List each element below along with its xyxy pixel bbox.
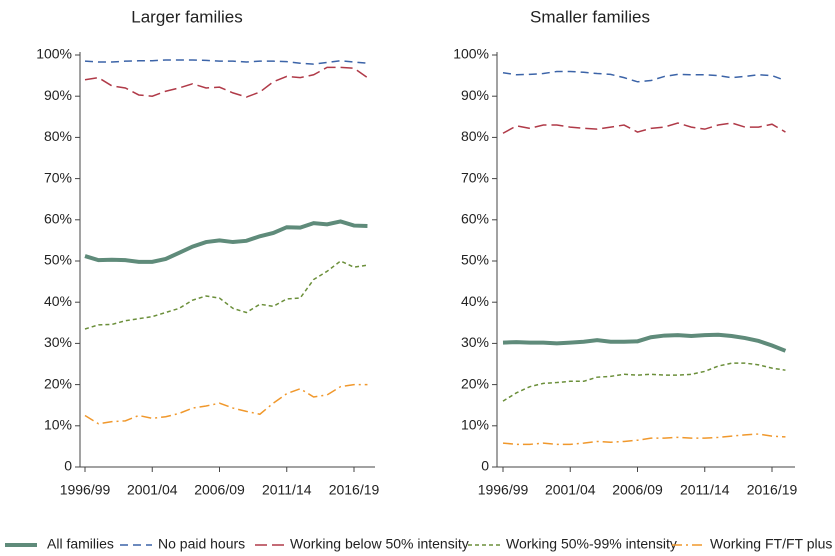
x-tick-label: 2011/14 (262, 482, 312, 498)
y-tick-label: 10% (44, 417, 72, 433)
y-tick-label: 20% (461, 375, 489, 391)
y-tick-label: 10% (461, 417, 489, 433)
series-line (502, 433, 786, 446)
series-line (84, 383, 368, 425)
y-tick-label: 80% (44, 128, 72, 144)
y-tick-label: 70% (461, 169, 489, 185)
y-tick-label: 100% (36, 46, 72, 62)
y-tick-label: 90% (461, 87, 489, 103)
y-tick-label: 0 (481, 458, 489, 474)
x-tick-label: 2001/04 (545, 482, 596, 498)
y-tick-label: 20% (44, 375, 72, 391)
x-tick-label: 2016/19 (329, 482, 380, 498)
series-line (84, 59, 368, 65)
y-tick-label: 80% (461, 128, 489, 144)
y-tick-label: 40% (461, 293, 489, 309)
y-tick-label: 60% (461, 211, 489, 227)
y-tick-label: 50% (461, 252, 489, 268)
series-line (502, 362, 786, 402)
series-line (502, 332, 787, 353)
chart-title: Smaller families (530, 7, 650, 26)
legend-label: All families (47, 536, 114, 552)
y-tick-label: 0 (64, 458, 72, 474)
x-tick-label: 2011/14 (680, 482, 730, 498)
y-tick-label: 30% (44, 334, 72, 350)
series-line (84, 66, 368, 98)
legend-label: Working FT/FT plus (710, 536, 832, 552)
series-line (502, 122, 786, 134)
y-tick-label: 100% (453, 46, 489, 62)
series-line (502, 70, 786, 83)
series-line (84, 219, 368, 264)
x-tick-label: 1996/99 (478, 482, 529, 498)
y-tick-label: 90% (44, 87, 72, 103)
y-tick-label: 40% (44, 293, 72, 309)
x-tick-label: 2006/09 (612, 482, 663, 498)
x-tick-label: 1996/99 (60, 482, 111, 498)
legend-label: Working below 50% intensity (290, 536, 469, 552)
y-tick-label: 70% (44, 169, 72, 185)
x-tick-label: 2001/04 (127, 482, 178, 498)
legend-label: Working 50%-99% intensity (506, 536, 677, 552)
series-line (84, 260, 368, 330)
y-tick-label: 60% (44, 211, 72, 227)
chart-title: Larger families (131, 7, 243, 26)
legend-label: No paid hours (158, 536, 245, 552)
y-tick-label: 30% (461, 334, 489, 350)
y-tick-label: 50% (44, 252, 72, 268)
x-tick-label: 2006/09 (194, 482, 245, 498)
x-tick-label: 2016/19 (747, 482, 798, 498)
